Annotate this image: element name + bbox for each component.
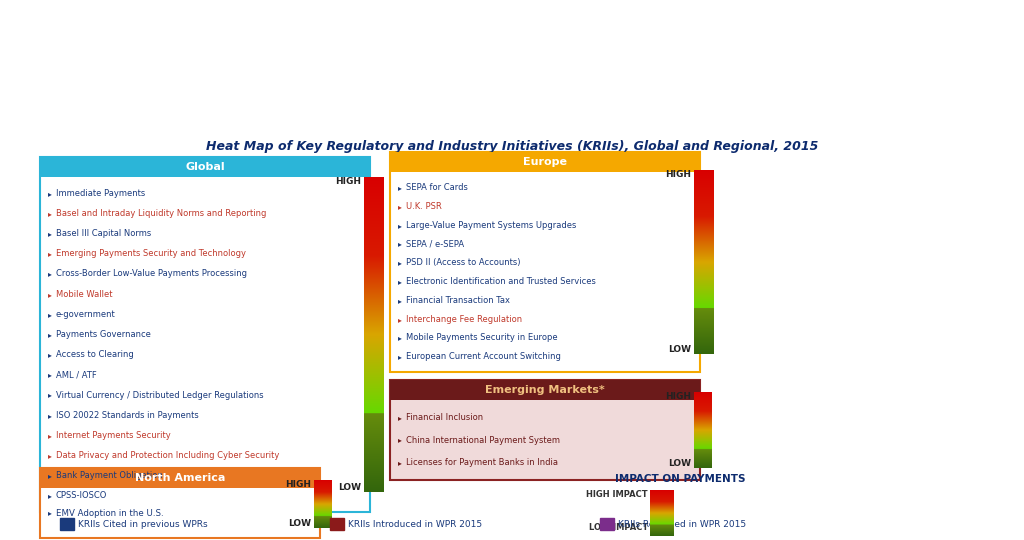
Bar [390,380,700,400]
Text: ▸: ▸ [398,458,401,467]
Text: SEPA / e-SEPA: SEPA / e-SEPA [406,239,464,248]
Text: Interchange Fee Regulation: Interchange Fee Regulation [406,315,522,323]
Text: HIGH: HIGH [665,170,691,179]
Bar [60,518,74,530]
Text: ▸: ▸ [48,451,52,460]
Text: ▸: ▸ [398,183,401,192]
Text: LOW: LOW [668,459,691,468]
Text: Bank Payment Obligation: Bank Payment Obligation [56,471,163,480]
Text: continue to cascade across regions: continue to cascade across regions [304,83,720,103]
Text: LOW: LOW [338,483,361,492]
Text: ▸: ▸ [398,333,401,342]
Text: Internet Payments Security: Internet Payments Security [56,431,171,440]
Bar [40,157,370,512]
Text: ▸: ▸ [48,370,52,380]
Text: HIGH: HIGH [665,392,691,401]
Text: KRIIs Cited in previous WPRs: KRIIs Cited in previous WPRs [78,519,208,529]
Text: ▸: ▸ [398,202,401,211]
Text: SEPA for Cards: SEPA for Cards [406,183,468,192]
Text: ▸: ▸ [48,249,52,258]
Text: ▸: ▸ [398,239,401,248]
Text: ▸: ▸ [48,390,52,400]
Bar [600,518,614,530]
Text: Financial Transaction Tax: Financial Transaction Tax [406,296,510,305]
Text: ▸: ▸ [48,310,52,319]
Text: Electronic Identification and Trusted Services: Electronic Identification and Trusted Se… [406,277,596,286]
Text: Global: Global [185,162,225,172]
Text: Emerging Payments Security and Technology: Emerging Payments Security and Technolog… [56,249,246,258]
Text: U.K. PSR: U.K. PSR [406,202,441,211]
Text: Basel III Capital Norms: Basel III Capital Norms [56,229,152,238]
Text: Immediate Payments: Immediate Payments [56,189,145,198]
Text: ▸: ▸ [48,209,52,218]
Bar [390,380,700,480]
Bar [390,152,700,372]
Text: IMPACT ON PAYMENTS: IMPACT ON PAYMENTS [614,474,745,484]
Text: ▸: ▸ [398,258,401,267]
Text: ▸: ▸ [48,491,52,501]
Text: CPSS-IOSCO: CPSS-IOSCO [56,491,108,501]
Text: ▸: ▸ [48,189,52,198]
Text: ISO 20022 Standards in Payments: ISO 20022 Standards in Payments [56,411,199,420]
Text: Mobile Payments Security in Europe: Mobile Payments Security in Europe [406,333,558,342]
Text: Heat Map of Key Regulatory and Industry Initiatives (KRIIs), Global and Regional: Heat Map of Key Regulatory and Industry … [206,140,818,153]
Text: ▸: ▸ [48,431,52,440]
Text: PSD II (Access to Accounts): PSD II (Access to Accounts) [406,258,520,267]
Text: e-government: e-government [56,310,116,319]
Text: Financial Inclusion: Financial Inclusion [406,413,483,422]
Bar [40,468,319,538]
Text: KRIIs Renamed in WPR 2015: KRIIs Renamed in WPR 2015 [618,519,746,529]
Text: LOW IMPACT: LOW IMPACT [589,523,648,532]
Text: China International Payment System: China International Payment System [406,436,560,444]
Bar [40,157,370,177]
Text: ▸: ▸ [398,413,401,422]
Text: ▸: ▸ [48,471,52,480]
Text: ▸: ▸ [398,277,401,286]
Text: ▸: ▸ [398,436,401,444]
Text: AML / ATF: AML / ATF [56,370,96,380]
Text: Large-Value Payment Systems Upgrades: Large-Value Payment Systems Upgrades [406,221,577,230]
Text: ▸: ▸ [398,221,401,230]
Text: ▸: ▸ [398,315,401,323]
Text: EMV Adoption in the U.S.: EMV Adoption in the U.S. [56,509,164,517]
Text: Access to Clearing: Access to Clearing [56,350,134,359]
Text: Impact of the KRIIs on payments industry varies as they: Impact of the KRIIs on payments industry… [181,42,843,62]
Text: ▸: ▸ [48,289,52,299]
Bar [390,152,700,172]
Text: Basel and Intraday Liquidity Norms and Reporting: Basel and Intraday Liquidity Norms and R… [56,209,266,218]
Text: HIGH: HIGH [285,480,311,489]
Bar [40,468,319,488]
Text: North America: North America [135,473,225,483]
Text: Licenses for Payment Banks in India: Licenses for Payment Banks in India [406,458,558,467]
Text: Payments Governance: Payments Governance [56,330,151,339]
Text: HIGH IMPACT: HIGH IMPACT [587,490,648,499]
Text: KRIIs Introduced in WPR 2015: KRIIs Introduced in WPR 2015 [348,519,482,529]
Text: Data Privacy and Protection Including Cyber Security: Data Privacy and Protection Including Cy… [56,451,280,460]
Text: Mobile Wallet: Mobile Wallet [56,289,113,299]
Text: Virtual Currency / Distributed Ledger Regulations: Virtual Currency / Distributed Ledger Re… [56,390,263,400]
Text: ▸: ▸ [48,350,52,359]
Text: ▸: ▸ [48,411,52,420]
Text: Cross-Border Low-Value Payments Processing: Cross-Border Low-Value Payments Processi… [56,269,247,279]
Text: European Current Account Switching: European Current Account Switching [406,352,561,361]
Text: ▸: ▸ [48,509,52,517]
Text: ▸: ▸ [48,330,52,339]
Text: LOW: LOW [668,345,691,354]
Text: LOW: LOW [288,519,311,528]
Bar [330,518,344,530]
Text: ▸: ▸ [398,352,401,361]
Text: HIGH: HIGH [335,177,361,186]
Text: Europe: Europe [523,157,567,167]
Text: ▸: ▸ [398,296,401,305]
Text: ▸: ▸ [48,229,52,238]
Text: Emerging Markets*: Emerging Markets* [485,385,605,395]
Text: ▸: ▸ [48,269,52,279]
